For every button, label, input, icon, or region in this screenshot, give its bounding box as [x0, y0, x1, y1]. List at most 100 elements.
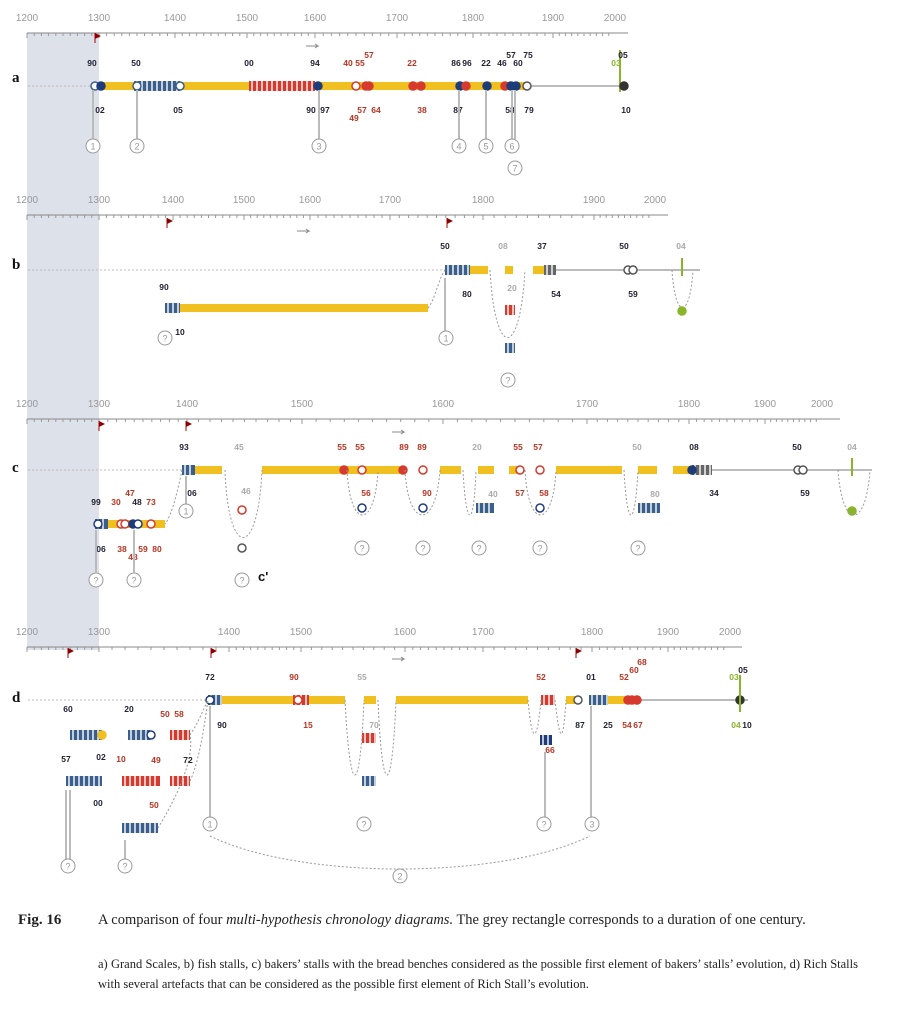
label-above: 60: [513, 58, 523, 68]
caption-sub: a) Grand Scales, b) fish stalls, c) bake…: [98, 957, 858, 991]
hatched-segment: [540, 735, 552, 745]
event-dot: [535, 465, 545, 475]
arrow-marker: [306, 43, 320, 49]
hypothesis-number: 3: [589, 820, 594, 830]
hypothesis-link: [344, 699, 365, 776]
flag-marker: [99, 421, 105, 427]
event-dot: [313, 81, 323, 91]
label-below: 66: [545, 745, 555, 755]
period-bar: [533, 266, 545, 274]
label-above: 47: [125, 488, 135, 498]
label-above: 94: [310, 58, 320, 68]
axis-year-label: 2000: [719, 627, 742, 638]
panel-letter-c: c: [12, 460, 19, 476]
axis-year-label: 2000: [604, 13, 627, 24]
axis-year-label: 1800: [581, 627, 604, 638]
flag-marker: [576, 648, 582, 654]
event-dot: [677, 306, 687, 316]
label-above: 55: [355, 442, 365, 452]
hypothesis-number: ?: [635, 544, 640, 554]
panel-letter-b: b: [12, 257, 21, 273]
event-dot: [619, 81, 629, 91]
label-below: 15: [303, 720, 313, 730]
label-above: 89: [417, 442, 427, 452]
hypothesis-link: [527, 699, 542, 735]
hypothesis-circle: [85, 138, 101, 154]
label-above: 37: [537, 241, 547, 251]
label-above: 55: [337, 442, 347, 452]
hatched-segment: [541, 695, 555, 705]
hypothesis-number: ?: [505, 376, 510, 386]
event-dot: [237, 543, 247, 553]
label-below: 38: [117, 544, 127, 554]
hypothesis-circle: [507, 160, 523, 176]
label-above: 90: [87, 58, 97, 68]
event-dot: [93, 519, 103, 529]
event-dot: [120, 519, 130, 529]
label-below: 90: [422, 488, 432, 498]
label-above: 80: [650, 489, 660, 499]
label-above: 03: [729, 672, 739, 682]
label-above: 60: [63, 704, 73, 714]
axis-year-label: 1200: [16, 399, 39, 410]
label-below: 10: [175, 327, 185, 337]
label-above: 00: [244, 58, 254, 68]
label-above: 70: [369, 720, 379, 730]
axis-year-label: 2000: [811, 399, 834, 410]
axis-year-label: 1800: [678, 399, 701, 410]
hypothesis-circle-label: 2: [134, 142, 139, 152]
event-dot: [339, 465, 349, 475]
caption-main: A comparison of four multi-hypothesis ch…: [98, 912, 858, 929]
axis-year-label: 1700: [379, 195, 402, 206]
event-dot: [632, 695, 642, 705]
flag-marker: [186, 421, 192, 427]
axis-year-label: 1400: [218, 627, 241, 638]
axis-year-label: 1700: [576, 399, 599, 410]
period-bar: [470, 266, 488, 274]
hypothesis-circle: [630, 540, 646, 556]
hypothesis-number: ?: [131, 576, 136, 586]
arrow-marker: [297, 228, 311, 234]
hypothesis-circle: [500, 372, 516, 388]
hypothesis-circle-label: 3: [316, 142, 321, 152]
label-above: 40: [343, 58, 353, 68]
hatched-segment: [208, 695, 222, 705]
label-above: 50: [792, 442, 802, 452]
hypothesis-number: ?: [162, 334, 167, 344]
label-below: 02: [95, 105, 105, 115]
hypothesis-link: [462, 469, 477, 516]
label-above: 86: [451, 58, 461, 68]
hypothesis-number: ?: [122, 862, 127, 872]
axis-year-label: 1200: [16, 627, 39, 638]
event-dot: [515, 465, 525, 475]
event-dot: [351, 81, 361, 91]
label-above: 93: [179, 442, 189, 452]
hatched-segment: [170, 730, 190, 740]
flag-marker: [95, 33, 101, 39]
event-dot: [97, 730, 107, 740]
label-above: 04: [847, 442, 857, 452]
label-above: 75: [523, 50, 533, 60]
label-below: 56: [361, 488, 371, 498]
label-above: 20: [124, 704, 134, 714]
caption-main-suffix: The grey rectangle corresponds to a dura…: [453, 912, 806, 928]
hypothesis-circle: [536, 816, 552, 832]
event-dot: [482, 81, 492, 91]
label-below: 06: [96, 544, 106, 554]
axis-year-label: 1600: [304, 13, 327, 24]
event-dot: [175, 81, 185, 91]
hypothesis-link: [224, 469, 263, 538]
panel-letter-a: a: [12, 70, 20, 86]
axis-year-label: 1400: [176, 399, 199, 410]
label-above: 55: [357, 672, 367, 682]
event-dot: [418, 465, 428, 475]
hypothesis-circle: [415, 540, 431, 556]
label-above: 55: [513, 442, 523, 452]
event-dot: [847, 506, 857, 516]
event-dot: [535, 503, 545, 513]
label-above: 04: [676, 241, 686, 251]
hatched-segment: [362, 733, 376, 743]
hypothesis-link: [489, 269, 526, 338]
event-dot: [133, 519, 143, 529]
label-below: 79: [524, 105, 534, 115]
